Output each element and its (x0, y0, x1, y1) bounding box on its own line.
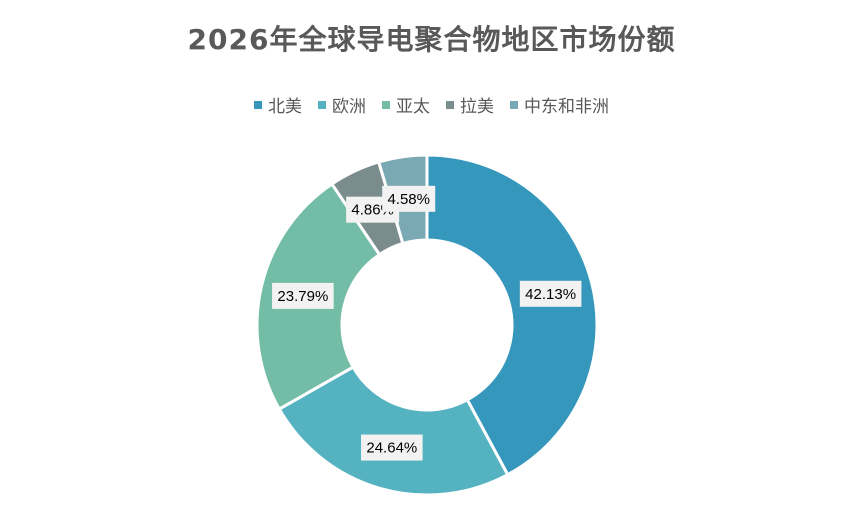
slice-north-america (425, 153, 599, 477)
legend-label: 亚太 (396, 97, 430, 117)
data-label-background (382, 185, 436, 212)
data-label-background (361, 434, 423, 461)
legend-swatch (446, 100, 454, 109)
data-label-background (272, 282, 334, 309)
data-label-north-america: 42.13% (519, 280, 582, 307)
data-label-text: 42.13% (525, 286, 576, 303)
legend-label: 拉美 (460, 97, 494, 117)
legend-item-asia-pacific: 亚太 (382, 92, 430, 117)
legend-swatch (510, 100, 518, 109)
data-label-asia-pacific: 23.79% (272, 282, 334, 309)
legend-label: 欧洲 (332, 97, 366, 117)
legend-item-middle-east-africa: 中东和非洲 (510, 92, 609, 117)
chart-title: 2026年全球导电聚合物地区市场份额 (187, 23, 676, 56)
data-label-text: 24.64% (366, 440, 417, 457)
legend-item-north-america: 北美 (254, 92, 302, 117)
legend-item-latin-america: 拉美 (446, 92, 494, 117)
data-label-europe: 24.64% (361, 434, 423, 461)
legend-swatch (318, 100, 326, 109)
data-label-text: 4.58% (387, 191, 430, 208)
slice-europe (277, 364, 510, 497)
data-label-background (519, 280, 582, 307)
data-label-middle-east-africa: 4.58% (382, 185, 436, 212)
legend: 北美 欧洲 亚太 拉美 中东和非洲 (0, 92, 863, 117)
legend-label: 北美 (268, 97, 302, 117)
legend-item-europe: 欧洲 (318, 92, 366, 117)
legend-label: 中东和非洲 (524, 97, 609, 117)
legend-swatch (254, 100, 262, 109)
legend-swatch (382, 100, 390, 109)
data-label-text: 23.79% (277, 288, 328, 305)
